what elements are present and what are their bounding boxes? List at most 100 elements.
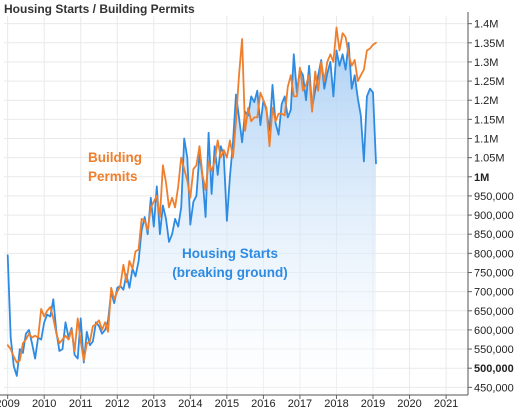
housing-starts-point <box>251 96 252 97</box>
building-permits-point <box>199 146 200 147</box>
building-permits-point <box>281 113 282 114</box>
housing-starts-point <box>333 96 334 97</box>
building-permits-point <box>296 96 297 97</box>
y-tick-label: 1.2M <box>474 95 498 107</box>
housing-starts-point <box>220 146 221 147</box>
housing-starts-point <box>214 146 215 147</box>
building-permits-point <box>190 197 191 198</box>
housing-starts-point <box>223 155 224 156</box>
building-permits-point <box>375 42 376 43</box>
housing-starts-point <box>53 299 54 300</box>
building-permits-point <box>348 54 349 55</box>
housing-starts-point <box>178 226 179 227</box>
y-tick-label: 1.05M <box>474 153 505 165</box>
housing-starts-point <box>101 333 102 334</box>
y-tick-label: 1.35M <box>474 38 505 50</box>
building-permits-point <box>80 341 81 342</box>
building-permits-point <box>159 216 160 217</box>
x-tick-label: 2017 <box>288 398 312 407</box>
y-tick-label: 1.1M <box>474 134 498 146</box>
building-permits-point <box>205 190 206 191</box>
housing-starts-point <box>196 195 197 196</box>
housing-starts-point <box>10 337 11 338</box>
building-permits-point <box>144 220 145 221</box>
building-permits-point <box>117 291 118 292</box>
housing-starts-point <box>229 176 230 177</box>
building-permits-point <box>217 140 218 141</box>
building-permits-point <box>95 324 96 325</box>
housing-starts-point <box>22 352 23 353</box>
y-tick-label: 900,000 <box>474 210 514 222</box>
building-permits-point <box>37 337 38 338</box>
housing-starts-point <box>375 163 376 164</box>
building-permits-point <box>312 111 313 112</box>
starts-label-line-0: Housing Starts <box>182 246 278 261</box>
housing-starts-point <box>34 358 35 359</box>
building-permits-point <box>135 251 136 252</box>
housing-starts-point <box>369 88 370 89</box>
building-permits-point <box>245 130 246 131</box>
building-permits-point <box>34 335 35 336</box>
housing-starts-point <box>363 161 364 162</box>
building-permits-point <box>248 107 249 108</box>
y-tick-label: 800,000 <box>474 248 514 260</box>
housing-starts-point <box>242 142 243 143</box>
building-permits-point <box>275 121 276 122</box>
building-permits-point <box>272 107 273 108</box>
building-permits-point <box>223 149 224 150</box>
housing-starts-point <box>181 207 182 208</box>
building-permits-point <box>89 341 90 342</box>
housing-starts-point <box>327 73 328 74</box>
x-tick-label: 2009 <box>0 398 20 407</box>
housing-starts-point <box>156 186 157 187</box>
housing-starts-point <box>147 234 148 235</box>
housing-starts-point <box>235 94 236 95</box>
building-permits-point <box>150 207 151 208</box>
building-permits-point <box>171 197 172 198</box>
housing-starts-point <box>260 125 261 126</box>
building-permits-point <box>211 170 212 171</box>
housing-starts-point <box>168 241 169 242</box>
housing-starts-point <box>184 138 185 139</box>
housing-starts-point <box>205 216 206 217</box>
building-permits-point <box>28 333 29 334</box>
building-permits-point <box>372 44 373 45</box>
building-permits-point <box>366 50 367 51</box>
housing-starts-point <box>284 96 285 97</box>
x-tick-label: 2014 <box>178 398 202 407</box>
building-permits-point <box>336 27 337 28</box>
housing-starts-point <box>287 117 288 118</box>
building-permits-point <box>56 333 57 334</box>
housing-starts-point <box>80 318 81 319</box>
building-permits-point <box>260 92 261 93</box>
building-permits-point <box>284 115 285 116</box>
building-permits-point <box>339 50 340 51</box>
building-permits-point <box>263 100 264 101</box>
building-permits-point <box>266 107 267 108</box>
housing-starts-point <box>16 375 17 376</box>
housing-starts-point <box>114 303 115 304</box>
building-permits-point <box>68 339 69 340</box>
y-tick-label: 650,000 <box>474 306 514 318</box>
building-permits-point <box>305 84 306 85</box>
building-permits-point <box>114 299 115 300</box>
building-permits-point <box>269 146 270 147</box>
x-tick-label: 2015 <box>215 398 239 407</box>
permits-label-line-0: Building <box>88 150 142 165</box>
y-tick-label: 1.3M <box>474 57 498 69</box>
building-permits-point <box>25 339 26 340</box>
housing-starts-point <box>165 218 166 219</box>
building-permits-point <box>138 249 139 250</box>
building-permits-point <box>53 318 54 319</box>
housing-starts-point <box>74 354 75 355</box>
housing-starts-point <box>305 100 306 101</box>
y-tick-label: 950,000 <box>474 191 514 203</box>
housing-starts-point <box>47 314 48 315</box>
building-permits-point <box>315 71 316 72</box>
building-permits-point <box>345 36 346 37</box>
housing-starts-point <box>13 366 14 367</box>
building-permits-line <box>6 26 377 364</box>
housing-starts-point <box>308 65 309 66</box>
building-permits-point <box>178 186 179 187</box>
building-permits-point <box>141 218 142 219</box>
